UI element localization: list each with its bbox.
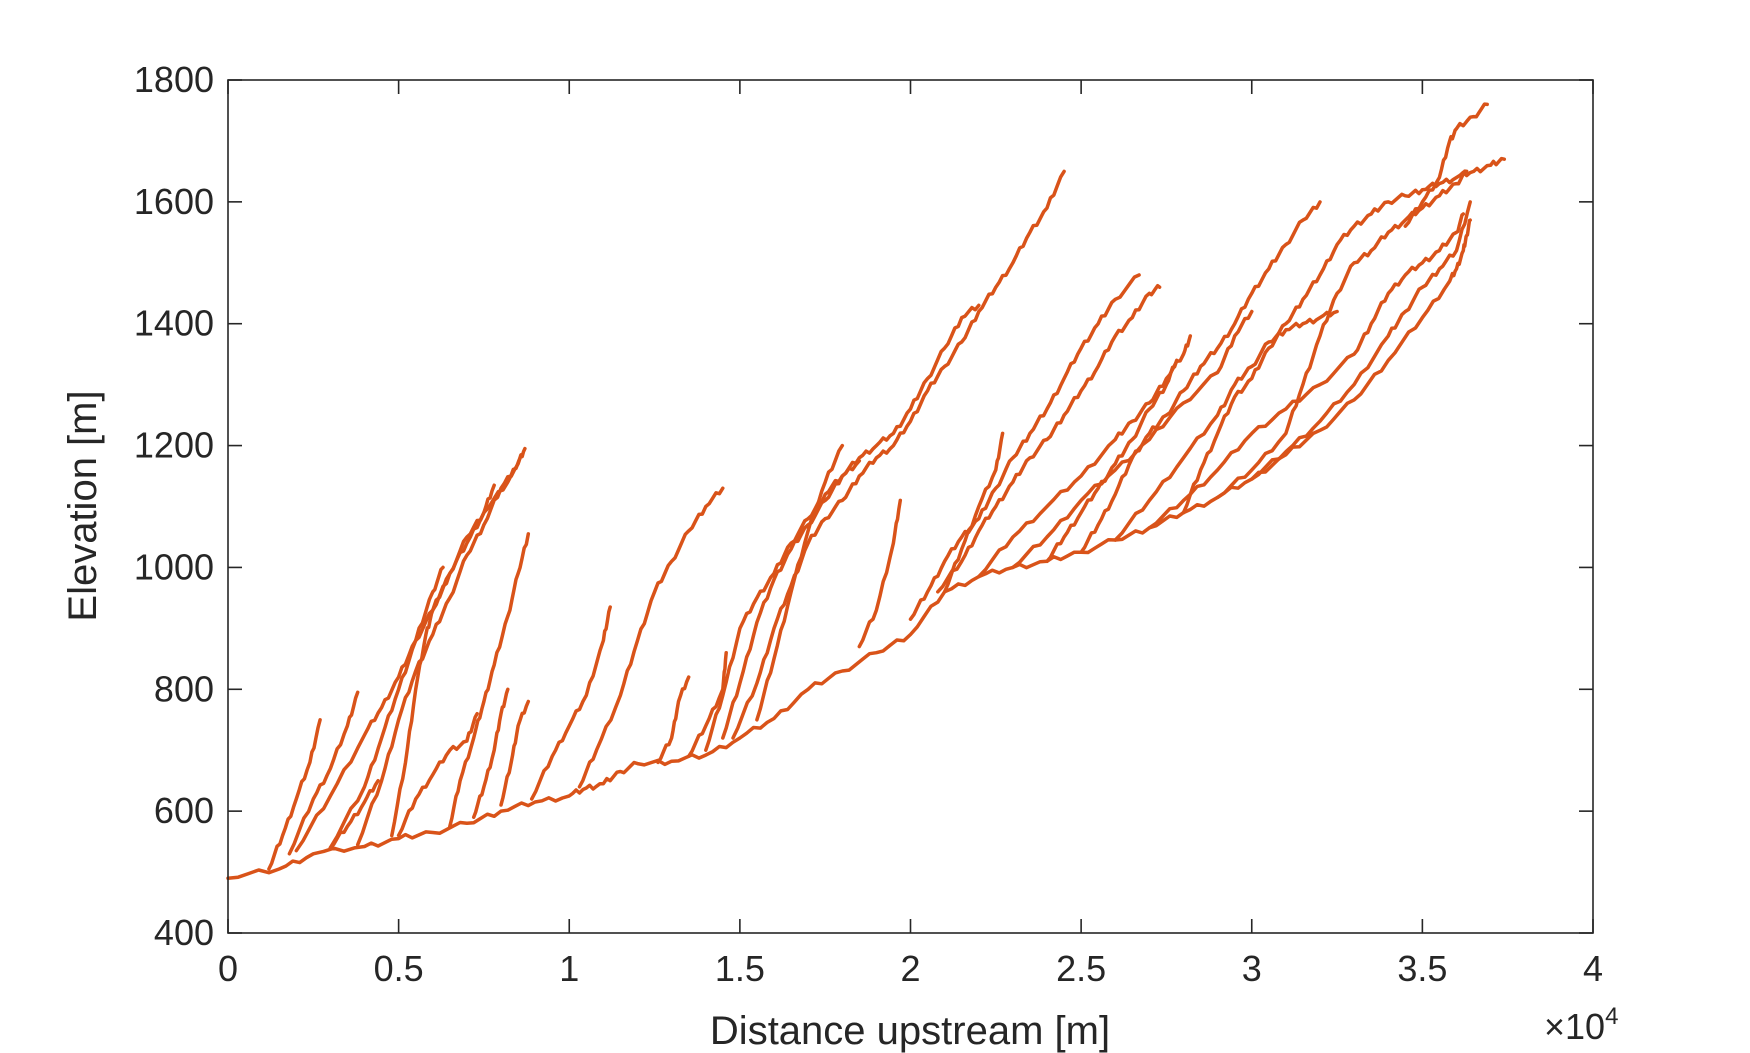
y-tick-label: 1000 <box>134 546 214 587</box>
x-tick-label: 0.5 <box>374 948 424 989</box>
series-line-7 <box>355 446 527 847</box>
series-line-29 <box>1113 309 1339 542</box>
series-line-10 <box>448 532 531 829</box>
x-tick-label: 1.5 <box>715 948 765 989</box>
x-tick-label: 2.5 <box>1056 948 1106 989</box>
x-tick-label: 3.5 <box>1397 948 1447 989</box>
series-line-18 <box>721 303 981 740</box>
series-line-27 <box>1045 358 1179 564</box>
x-axis: 0 0.5 1 1.5 2 2.5 3 3.5 4 <box>218 80 1603 989</box>
series-line-9 <box>396 711 479 838</box>
x-axis-label: Distance upstream [m] <box>710 1009 1110 1053</box>
series-line-12 <box>499 699 531 807</box>
series-line-31 <box>1181 156 1507 515</box>
x-axis-exponent: ×104 <box>1544 1003 1618 1047</box>
series-line-14 <box>577 486 725 789</box>
x-axis-exponent-base: ×10 <box>1544 1006 1605 1047</box>
series-line-2 <box>267 718 322 871</box>
series-line-8 <box>390 452 524 838</box>
y-tick-label: 1400 <box>134 303 214 344</box>
series-line-21 <box>857 498 903 649</box>
series-line-17 <box>704 459 862 752</box>
series-line-34 <box>1403 102 1489 228</box>
series-line-6 <box>328 565 445 850</box>
x-tick-label: 4 <box>1583 948 1603 989</box>
series-line-33 <box>1250 200 1472 481</box>
series-line-22 <box>908 273 1141 621</box>
series-line-28 <box>1079 200 1322 554</box>
x-axis-exponent-power: 4 <box>1605 1003 1618 1030</box>
x-tick-label: 1 <box>559 948 579 989</box>
x-tick-label: 2 <box>900 948 920 989</box>
y-axis: 400 600 800 1000 1200 1400 1600 1800 <box>134 59 1593 953</box>
y-tick-label: 1600 <box>134 181 214 222</box>
series-line-15 <box>656 675 691 765</box>
series-line-26 <box>1011 309 1254 570</box>
x-tick-label: 3 <box>1242 948 1262 989</box>
series-line-23 <box>936 283 1162 594</box>
series-line-13 <box>529 605 612 801</box>
series-line-3 <box>287 690 360 856</box>
y-tick-label: 1800 <box>134 59 214 100</box>
y-tick-label: 400 <box>154 912 214 953</box>
series-line-11 <box>471 687 510 819</box>
y-tick-label: 600 <box>154 790 214 831</box>
y-tick-label: 800 <box>154 668 214 709</box>
series-line-30 <box>1147 212 1466 530</box>
series-line-24 <box>942 431 1005 594</box>
series-line-20 <box>755 443 845 722</box>
series-layer <box>226 102 1507 880</box>
y-axis-label: Elevation [m] <box>61 390 105 621</box>
y-tick-label: 1200 <box>134 425 214 466</box>
x-tick-label: 0 <box>218 948 238 989</box>
series-line-32 <box>1215 169 1469 500</box>
series-line-1 <box>226 218 1472 880</box>
series-line-16 <box>686 650 728 759</box>
